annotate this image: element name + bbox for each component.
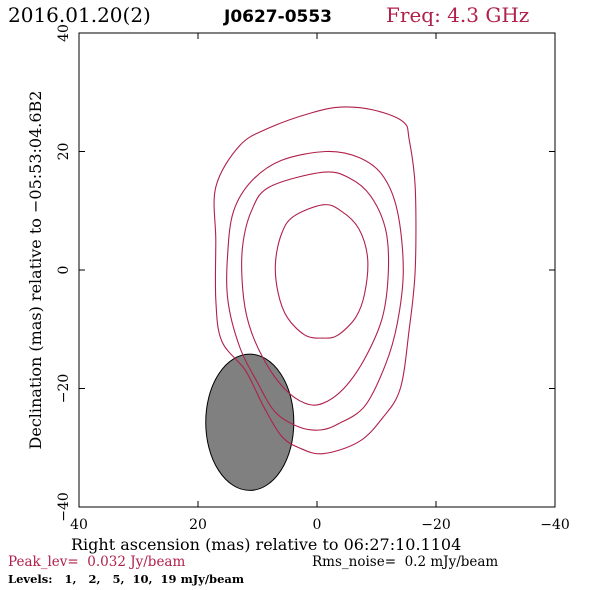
- y-tick-label-1: −20: [56, 374, 72, 404]
- x-tick-label-4: −40: [540, 517, 570, 533]
- x-tick-label-1: 20: [189, 517, 207, 533]
- axis-ticks: [78, 32, 556, 508]
- peak-level: Peak_lev= 0.032 Jy/beam: [8, 554, 185, 570]
- y-tick-label-0: −40: [56, 492, 72, 522]
- y-tick-labels: −40 −20 0 20 40: [56, 24, 72, 522]
- x-tick-label-3: −20: [421, 517, 451, 533]
- y-axis-label: Declination (mas) relative to −05:53:04.…: [26, 91, 45, 450]
- y-tick-label-3: 20: [56, 143, 72, 161]
- contour-levels: Levels: 1, 2, 5, 10, 19 mJy/beam: [8, 572, 244, 586]
- beam-ellipse: [205, 353, 295, 491]
- contour-level-1: [213, 106, 417, 455]
- x-tick-label-2: 0: [313, 517, 322, 533]
- beam-ellipse-group: [205, 353, 295, 491]
- contour-level-10: [274, 204, 369, 339]
- rms-noise: Rms_noise= 0.2 mJy/beam: [312, 554, 498, 570]
- x-axis-label: Right ascension (mas) relative to 06:27:…: [71, 535, 461, 554]
- header-frequency: Freq: 4.3 GHz: [386, 3, 529, 27]
- x-tick-label-0: 40: [70, 517, 88, 533]
- header-date: 2016.01.20(2): [8, 3, 151, 27]
- contour-level-5: [241, 171, 390, 406]
- contour-level-2: [226, 150, 404, 431]
- header-source: J0627-0553: [223, 7, 332, 27]
- plot-frame: [78, 32, 556, 508]
- contours: [213, 106, 417, 455]
- y-tick-label-2: 0: [56, 266, 72, 275]
- y-tick-label-4: 40: [56, 24, 72, 42]
- x-tick-labels: 40 20 0 −20 −40: [70, 517, 570, 533]
